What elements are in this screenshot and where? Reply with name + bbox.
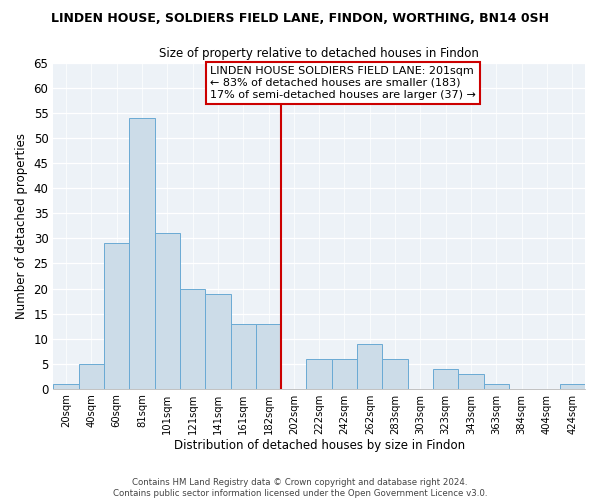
Bar xyxy=(332,358,357,388)
Bar xyxy=(357,344,382,388)
Bar xyxy=(205,294,230,388)
Bar xyxy=(180,288,205,388)
Bar xyxy=(458,374,484,388)
Bar xyxy=(155,234,180,388)
Bar xyxy=(53,384,79,388)
Bar xyxy=(230,324,256,388)
Bar xyxy=(307,358,332,388)
Bar xyxy=(484,384,509,388)
Bar xyxy=(433,368,458,388)
Text: LINDEN HOUSE SOLDIERS FIELD LANE: 201sqm
← 83% of detached houses are smaller (1: LINDEN HOUSE SOLDIERS FIELD LANE: 201sqm… xyxy=(210,66,476,100)
Text: Contains HM Land Registry data © Crown copyright and database right 2024.
Contai: Contains HM Land Registry data © Crown c… xyxy=(113,478,487,498)
Y-axis label: Number of detached properties: Number of detached properties xyxy=(15,133,28,319)
X-axis label: Distribution of detached houses by size in Findon: Distribution of detached houses by size … xyxy=(173,440,465,452)
Bar xyxy=(256,324,281,388)
Bar xyxy=(79,364,104,388)
Bar xyxy=(382,358,408,388)
Bar xyxy=(129,118,155,388)
Bar xyxy=(560,384,585,388)
Bar xyxy=(104,244,129,388)
Title: Size of property relative to detached houses in Findon: Size of property relative to detached ho… xyxy=(159,48,479,60)
Text: LINDEN HOUSE, SOLDIERS FIELD LANE, FINDON, WORTHING, BN14 0SH: LINDEN HOUSE, SOLDIERS FIELD LANE, FINDO… xyxy=(51,12,549,26)
